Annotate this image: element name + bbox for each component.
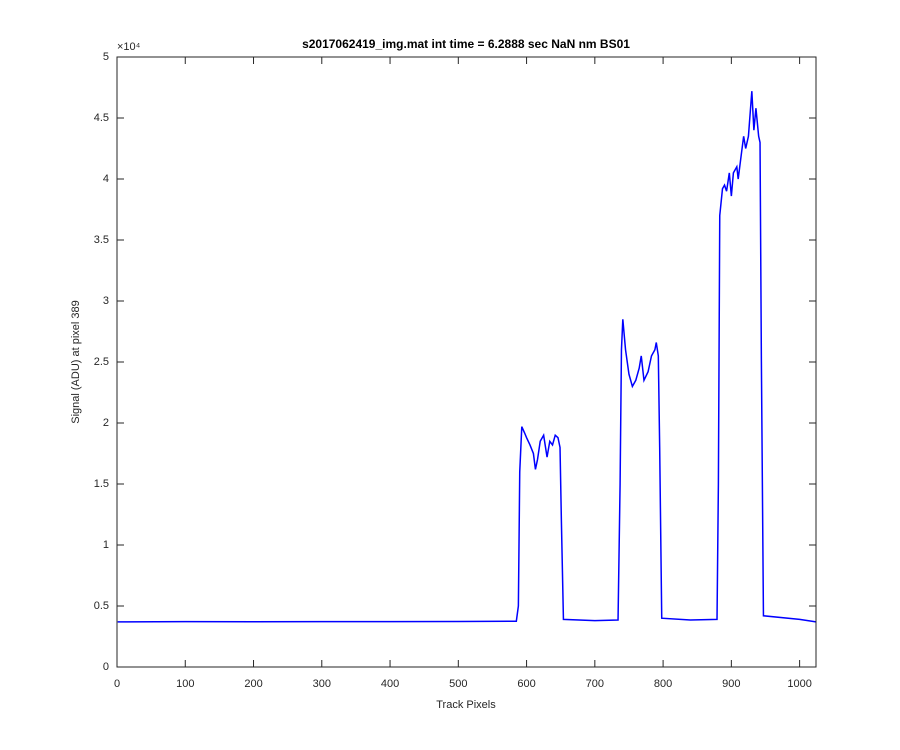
x-tick-label: 900 [722,678,740,690]
x-tick-label: 100 [176,678,194,690]
y-tick-label: 2.5 [94,356,109,368]
x-tick-label: 700 [586,678,604,690]
chart-title: s2017062419_img.mat int time = 6.2888 se… [302,37,630,51]
x-tick-label: 0 [114,678,120,690]
x-tick-label: 200 [244,678,262,690]
x-tick-label: 600 [517,678,535,690]
y-axis-label: Signal (ADU) at pixel 389 [70,300,82,424]
x-tick-label: 400 [381,678,399,690]
y-tick-label: 3 [103,295,109,307]
data-line [117,91,817,623]
x-tick-label: 500 [449,678,467,690]
y-tick-label: 1 [103,539,109,551]
y-tick-label: 3.5 [94,234,109,246]
x-axis-label: Track Pixels [436,699,496,711]
y-exponent-label: ×10⁴ [117,41,141,53]
x-tick-label: 800 [654,678,672,690]
plot-frame [116,56,817,668]
y-tick-label: 4.5 [94,112,109,124]
x-tick-label: 1000 [787,678,811,690]
y-tick-label: 1.5 [94,478,109,490]
y-tick-label: 2 [103,417,109,429]
y-tick-label: 0.5 [94,600,109,612]
x-tick-label: 300 [313,678,331,690]
y-tick-label: 4 [103,173,109,185]
y-tick-label: 5 [103,51,109,63]
y-tick-label: 0 [103,661,109,673]
